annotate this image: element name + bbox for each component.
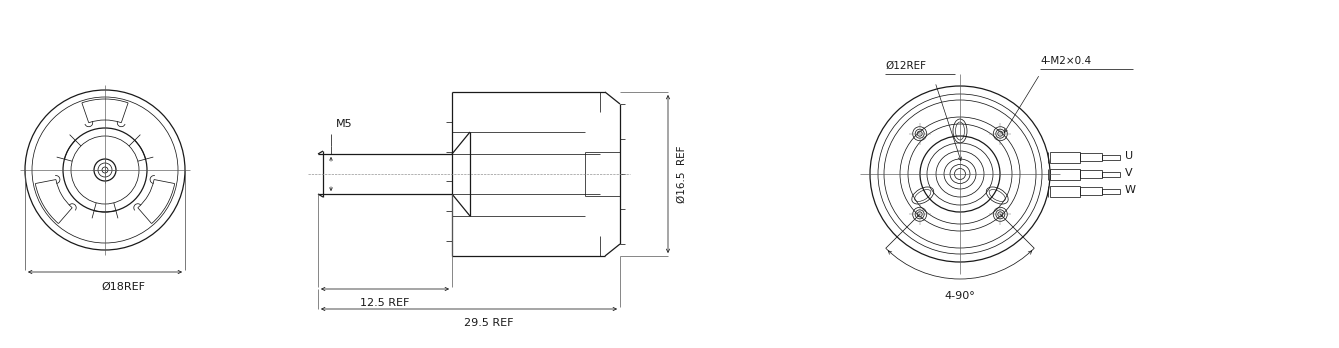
Bar: [1081, 170, 1102, 178]
Bar: [1050, 151, 1081, 163]
Bar: [1050, 185, 1081, 197]
Text: Ø16.5  REF: Ø16.5 REF: [678, 145, 687, 203]
Bar: [1102, 172, 1119, 176]
Text: Ø12REF: Ø12REF: [885, 61, 927, 71]
Text: U: U: [1125, 151, 1133, 161]
Bar: [1102, 189, 1119, 193]
Text: 4-M2×0.4: 4-M2×0.4: [1040, 56, 1091, 66]
Bar: [1050, 168, 1081, 180]
Bar: [1102, 155, 1119, 159]
Text: W: W: [1125, 185, 1135, 195]
Text: V: V: [1125, 168, 1133, 178]
Bar: [1081, 153, 1102, 161]
Text: 12.5 REF: 12.5 REF: [360, 298, 410, 308]
Bar: [1081, 187, 1102, 195]
Text: 4-90°: 4-90°: [944, 291, 975, 301]
Text: M5: M5: [336, 119, 352, 129]
Text: Ø18REF: Ø18REF: [100, 282, 145, 292]
Text: 29.5 REF: 29.5 REF: [465, 318, 514, 328]
